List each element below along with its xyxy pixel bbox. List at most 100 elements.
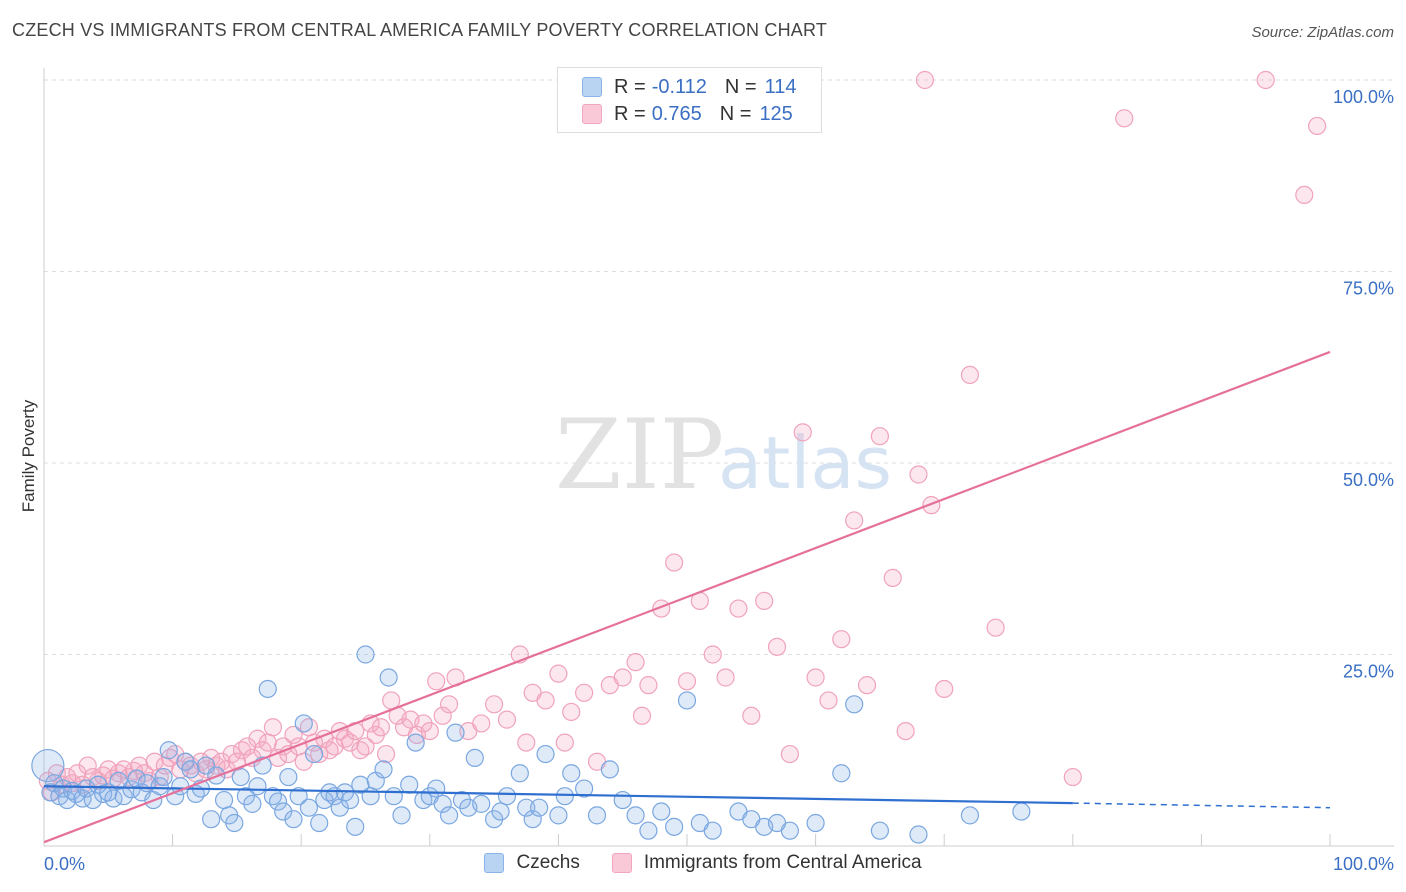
data-point-czechs — [400, 775, 419, 794]
trend-lines — [43, 350, 1331, 844]
data-point-immigrants — [1308, 116, 1327, 136]
data-point-czechs — [159, 741, 178, 760]
data-point-immigrants — [536, 691, 555, 710]
data-point-immigrants — [960, 365, 980, 385]
data-point-czechs — [523, 810, 542, 829]
data-point-czechs — [58, 790, 77, 810]
legend-label-immigrants: Immigrants from Central America — [643, 852, 922, 873]
data-point-immigrants — [832, 630, 851, 649]
watermark-zip: ZIP — [555, 399, 724, 511]
data-point-czechs — [517, 798, 536, 817]
data-point-immigrants — [896, 721, 915, 741]
data-point-czechs — [806, 813, 825, 833]
data-point-immigrants — [915, 70, 935, 90]
data-point-immigrants — [99, 760, 118, 779]
data-point-immigrants — [1295, 185, 1314, 204]
data-point-czechs — [31, 748, 65, 783]
data-point-immigrants — [555, 733, 574, 752]
data-point-immigrants — [677, 672, 697, 691]
data-point-czechs — [284, 810, 303, 829]
watermark: ZIP atlas — [555, 399, 892, 511]
data-point-immigrants — [639, 676, 658, 695]
data-point-immigrants — [258, 733, 277, 752]
data-point-immigrants — [845, 511, 864, 530]
data-point-czechs — [214, 790, 234, 810]
data-point-czechs — [626, 806, 645, 825]
legend-n-label: N = — [724, 75, 757, 98]
y-tick-label: 75.0% — [1343, 279, 1394, 299]
data-point-immigrants — [485, 695, 504, 714]
data-point-czechs — [202, 810, 221, 829]
data-point-czechs — [340, 790, 360, 810]
data-point-immigrants — [793, 423, 812, 442]
legend-item-czechs[interactable]: Czechs — [484, 852, 580, 874]
data-point-czechs — [279, 767, 298, 787]
trend-line-czechs — [43, 785, 1073, 805]
data-point-czechs — [361, 787, 380, 806]
data-point-immigrants — [742, 706, 761, 725]
data-point-czechs — [406, 733, 425, 752]
data-point-czechs — [530, 798, 549, 817]
data-point-czechs — [832, 764, 851, 783]
data-point-czechs — [575, 779, 594, 798]
x-tick-label-max: 100.0% — [1333, 854, 1394, 874]
legend-r-label: R = — [614, 75, 646, 98]
data-point-immigrants — [196, 760, 216, 779]
data-point-immigrants — [356, 737, 375, 756]
data-point-czechs — [263, 787, 283, 806]
data-point-immigrants — [427, 672, 446, 691]
legend-row-immigrants: R = 0.765 N = 125 — [582, 102, 793, 126]
legend-label-czechs: Czechs — [516, 852, 580, 873]
data-point-immigrants — [263, 718, 283, 737]
data-point-immigrants — [767, 637, 787, 656]
data-point-czechs — [639, 821, 658, 840]
data-point-czechs — [1012, 802, 1031, 821]
data-point-immigrants — [497, 710, 517, 729]
data-point-czechs — [346, 817, 365, 836]
legend-swatch-czechs — [484, 853, 505, 873]
data-point-czechs — [909, 825, 928, 844]
watermark-atlas: atlas — [718, 421, 892, 505]
data-point-immigrants — [376, 744, 396, 764]
data-point-immigrants — [420, 721, 439, 741]
data-point-czechs — [150, 777, 169, 796]
x-tick-label-min: 0.0% — [44, 854, 85, 874]
data-point-immigrants — [1115, 109, 1134, 128]
axes — [43, 68, 1394, 847]
data-point-czechs — [310, 813, 329, 833]
data-point-immigrants — [986, 618, 1005, 637]
legend-item-immigrants[interactable]: Immigrants from Central America — [611, 852, 922, 874]
data-point-immigrants — [870, 427, 890, 446]
data-point-czechs — [960, 806, 980, 825]
tick-labels: 25.0% 50.0% 75.0% 100.0% 0.0% 100.0% — [44, 87, 1394, 874]
legend-swatch-blue — [582, 77, 602, 97]
data-point-czechs — [181, 760, 200, 779]
data-point-immigrants — [1063, 767, 1082, 787]
data-point-immigrants — [857, 676, 877, 695]
data-point-immigrants — [806, 668, 825, 687]
series-legend: Czechs Immigrants from Central America — [0, 852, 1406, 874]
data-point-czechs — [225, 813, 244, 833]
data-point-czechs — [294, 714, 313, 733]
data-point-czechs — [154, 767, 173, 787]
data-point-immigrants — [371, 718, 391, 737]
y-tick-label: 100.0% — [1333, 87, 1394, 107]
data-point-czechs — [600, 760, 619, 779]
data-point-immigrants — [472, 714, 491, 733]
data-point-czechs — [356, 645, 375, 664]
data-point-immigrants — [626, 653, 645, 672]
data-point-immigrants — [883, 568, 902, 588]
data-point-immigrants — [439, 695, 459, 714]
data-point-immigrants — [238, 737, 257, 756]
data-point-immigrants — [922, 496, 941, 515]
data-point-czechs — [384, 787, 403, 806]
stats-legend: R = -0.112 N = 114 R = 0.765 N = 125 — [557, 67, 822, 133]
data-point-immigrants — [549, 664, 568, 683]
y-axis-label: Family Poverty — [19, 399, 38, 512]
y-tick-label: 50.0% — [1343, 470, 1394, 490]
data-point-immigrants — [909, 465, 928, 484]
legend-swatch-immigrants — [611, 853, 632, 873]
trend-line-czechs-extension — [1072, 802, 1331, 809]
data-point-czechs — [465, 748, 484, 768]
data-point-immigrants — [632, 706, 652, 725]
